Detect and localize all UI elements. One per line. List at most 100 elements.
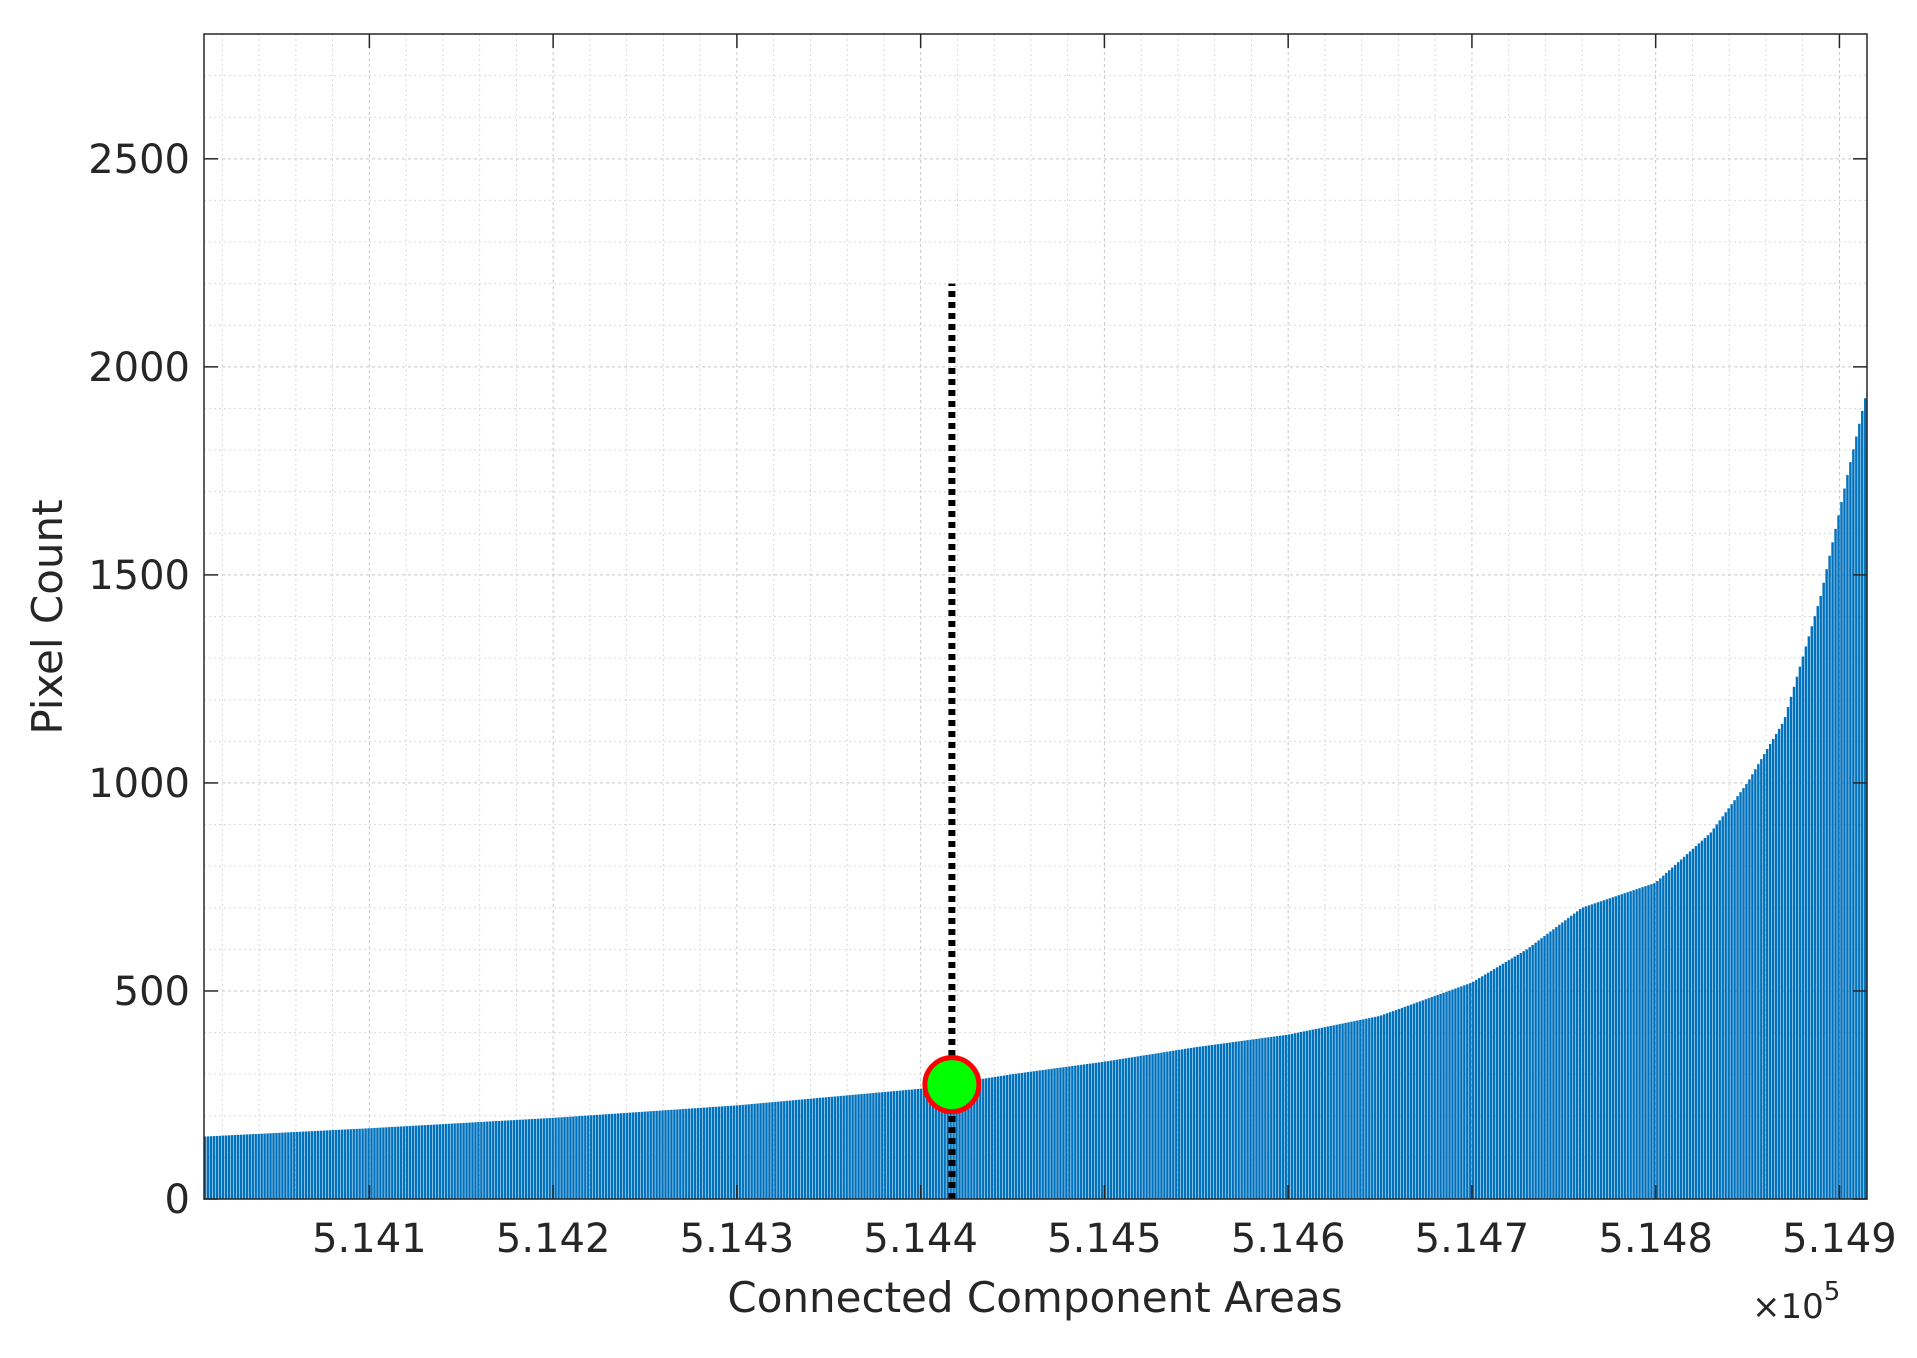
- bar: [863, 1093, 866, 1199]
- bar: [420, 1125, 424, 1199]
- bar: [503, 1120, 507, 1199]
- bar: [1341, 1023, 1344, 1199]
- bar: [797, 1099, 801, 1199]
- bar: [1457, 987, 1460, 1199]
- bar: [322, 1130, 326, 1199]
- bar: [667, 1110, 670, 1199]
- bar: [310, 1131, 314, 1199]
- bar: [1620, 894, 1623, 1199]
- bar: [1377, 1016, 1380, 1199]
- bar: [1632, 890, 1635, 1199]
- bar: [1816, 606, 1819, 1199]
- bar: [1195, 1046, 1199, 1199]
- bar: [714, 1106, 718, 1199]
- bar: [1216, 1044, 1220, 1199]
- bar: [1676, 862, 1680, 1199]
- bar: [1074, 1065, 1077, 1199]
- bar: [1385, 1013, 1389, 1199]
- bar: [1044, 1069, 1047, 1199]
- bar: [898, 1090, 902, 1199]
- bar: [1023, 1072, 1027, 1199]
- bar: [1189, 1047, 1193, 1199]
- bar: [1798, 666, 1802, 1199]
- bar: [245, 1134, 249, 1199]
- bar: [290, 1132, 293, 1199]
- bar: [679, 1109, 682, 1199]
- bar: [1766, 749, 1769, 1199]
- bar: [693, 1108, 697, 1199]
- bar: [940, 1085, 943, 1199]
- bar: [625, 1112, 629, 1199]
- bar: [1394, 1010, 1398, 1199]
- bar: [1258, 1038, 1261, 1199]
- bar: [1409, 1004, 1413, 1199]
- bar: [1379, 1015, 1383, 1199]
- bar: [1142, 1055, 1145, 1199]
- bar: [242, 1134, 246, 1199]
- bar: [1020, 1072, 1024, 1199]
- bar: [783, 1101, 786, 1199]
- bar: [673, 1109, 676, 1199]
- bar: [854, 1094, 857, 1199]
- bar: [551, 1117, 554, 1199]
- bar: [209, 1136, 213, 1199]
- bar: [1617, 895, 1620, 1199]
- bar: [1679, 859, 1683, 1199]
- bar: [1656, 881, 1659, 1199]
- bar: [857, 1094, 860, 1199]
- bar: [1412, 1003, 1416, 1199]
- bar: [990, 1077, 994, 1199]
- bar-series: [204, 398, 1867, 1200]
- bar: [1050, 1068, 1053, 1199]
- bar: [1828, 555, 1831, 1199]
- bar: [456, 1123, 459, 1199]
- bar: [1326, 1026, 1329, 1199]
- bar: [441, 1124, 445, 1199]
- bar: [809, 1098, 813, 1199]
- bar: [1537, 940, 1540, 1199]
- bar: [417, 1125, 421, 1199]
- bar: [993, 1076, 997, 1199]
- bar: [578, 1116, 581, 1199]
- bar: [786, 1100, 789, 1199]
- bar: [1475, 979, 1478, 1199]
- bar: [536, 1118, 540, 1199]
- bar: [248, 1134, 251, 1199]
- bar: [1650, 884, 1653, 1199]
- bar: [560, 1117, 563, 1199]
- bar: [613, 1113, 617, 1199]
- bar: [477, 1122, 480, 1199]
- bar: [1166, 1051, 1169, 1199]
- bar: [1181, 1049, 1184, 1199]
- bar: [1498, 965, 1502, 1199]
- bar: [1400, 1007, 1404, 1199]
- bar: [1575, 911, 1579, 1199]
- bar: [999, 1075, 1003, 1199]
- bar: [961, 1082, 964, 1199]
- minor-grid: [204, 34, 1867, 1199]
- bar: [1837, 515, 1840, 1199]
- bar: [269, 1133, 272, 1199]
- bar: [533, 1118, 537, 1199]
- bar: [726, 1105, 730, 1199]
- bar: [587, 1115, 590, 1199]
- bar: [1807, 636, 1811, 1199]
- bar: [230, 1135, 234, 1199]
- bar: [575, 1116, 578, 1199]
- bar: [958, 1082, 961, 1199]
- bar: [1567, 918, 1570, 1199]
- bar: [1671, 867, 1674, 1199]
- bar: [658, 1110, 661, 1199]
- bar: [489, 1121, 492, 1199]
- bar: [845, 1095, 848, 1199]
- bar: [435, 1124, 439, 1199]
- bar: [827, 1097, 831, 1199]
- bar: [287, 1132, 290, 1199]
- bar: [1311, 1029, 1315, 1199]
- bar: [1697, 843, 1701, 1199]
- bar: [836, 1096, 839, 1199]
- threshold-overlay: [922, 283, 982, 1199]
- bar: [643, 1111, 646, 1199]
- bar: [1546, 933, 1549, 1199]
